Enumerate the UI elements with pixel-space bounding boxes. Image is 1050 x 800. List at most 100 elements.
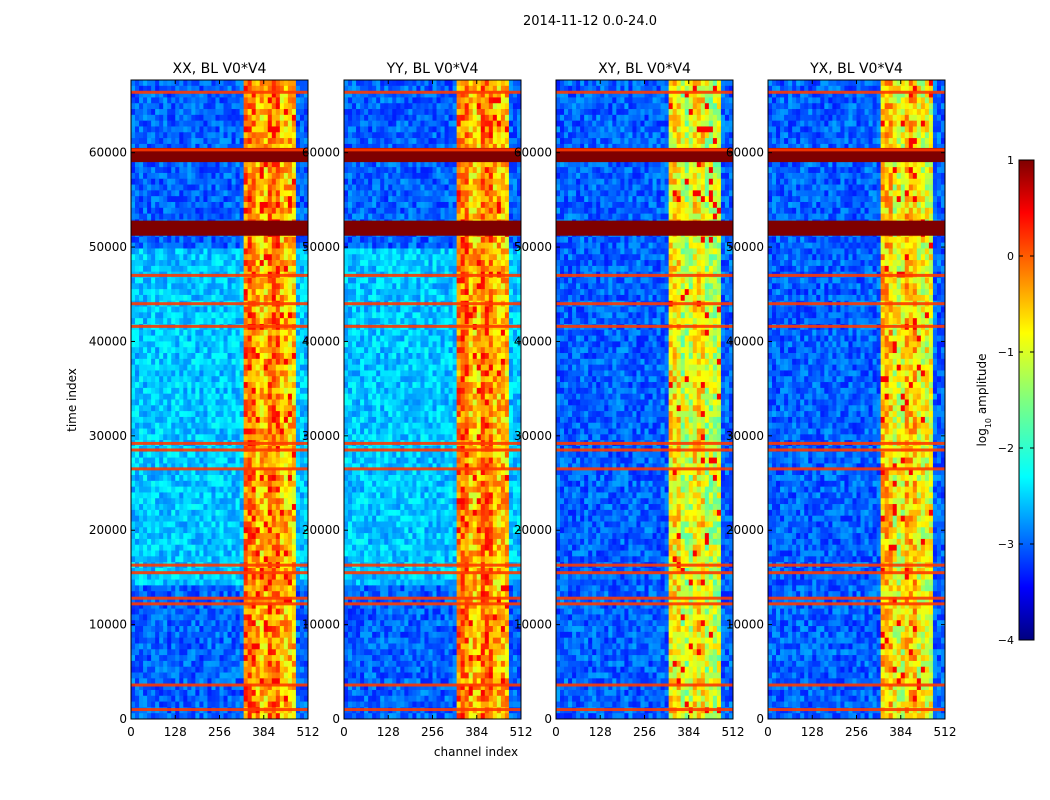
heatmap-cell [183, 265, 188, 273]
heatmap-cell [135, 597, 140, 604]
heatmap-cell [195, 143, 200, 151]
heatmap-cell [259, 626, 265, 633]
heatmap-cell [199, 411, 204, 418]
heatmap-cell [151, 312, 156, 319]
heatmap-cell [283, 97, 289, 104]
heatmap-cell [167, 109, 172, 116]
heatmap-cell [195, 643, 200, 650]
heatmap-cell [183, 463, 188, 470]
heatmap-cell [159, 196, 164, 203]
heatmap-cell [131, 97, 136, 104]
x-tick-label: 256 [208, 725, 231, 739]
heatmap-cell [267, 620, 273, 627]
heatmap-cell [227, 254, 232, 261]
heatmap-cell [235, 376, 241, 383]
heatmap-cell [195, 538, 200, 546]
heatmap-cell [239, 103, 245, 110]
panel-title: XX, BL V0*V4 [173, 61, 267, 77]
heatmap-cell [267, 631, 273, 639]
heatmap-cell [215, 85, 220, 93]
heatmap-cell [183, 80, 188, 87]
heatmap-cell [211, 213, 216, 220]
heatmap-cell [187, 416, 192, 424]
heatmap-cell [239, 591, 245, 598]
heatmap-cell [247, 143, 253, 151]
heatmap-cell [179, 637, 184, 644]
heatmap-cell [287, 509, 293, 517]
heatmap-cell [191, 85, 196, 93]
heatmap-cell [279, 416, 285, 424]
heatmap-cell [171, 341, 176, 348]
heatmap-cell [255, 457, 261, 464]
heatmap-cell [151, 335, 156, 342]
heatmap-cell [271, 416, 277, 424]
heatmap-cell [183, 620, 188, 627]
heatmap-cell [143, 294, 148, 302]
heatmap-cell [131, 451, 136, 458]
heatmap-cell [279, 649, 285, 656]
heatmap-cell [187, 91, 192, 98]
heatmap-cell [275, 91, 281, 98]
heatmap-cell [219, 695, 224, 702]
heatmap-cell [263, 660, 269, 668]
heatmap-cell [263, 498, 269, 505]
heatmap-cell [255, 416, 261, 424]
heatmap-cell [279, 120, 285, 127]
heatmap-cell [251, 201, 257, 209]
heatmap-cell [255, 463, 261, 470]
heatmap-cell [271, 318, 277, 325]
heatmap-cell [287, 469, 293, 476]
heatmap-cell [283, 364, 289, 371]
heatmap-cell [287, 672, 293, 679]
heatmap-cell [167, 579, 172, 586]
heatmap-cell [215, 544, 220, 551]
heatmap-cell [227, 475, 232, 482]
heatmap-cell [211, 672, 216, 679]
heatmap-cell [131, 184, 136, 191]
heatmap-cell [167, 550, 172, 557]
heatmap-cell [303, 312, 309, 319]
heatmap-cell [215, 504, 220, 511]
heatmap-cell [219, 637, 224, 644]
heatmap-cell [295, 492, 301, 499]
heatmap-cell [255, 364, 261, 371]
heatmap-cell [279, 306, 285, 313]
heatmap-cell [263, 260, 269, 267]
heatmap-cell [255, 527, 261, 534]
heatmap-cell [163, 91, 168, 98]
heatmap-cell [259, 277, 265, 284]
heatmap-cell [287, 364, 293, 371]
heatmap-cell [243, 190, 249, 197]
heatmap-cell [215, 422, 220, 429]
heatmap-cell [151, 684, 156, 691]
heatmap-cell [239, 167, 245, 174]
heatmap-cell [303, 109, 309, 116]
heatmap-cell [223, 649, 228, 656]
heatmap-cell [239, 626, 245, 633]
heatmap-cell [480, 85, 486, 93]
heatmap-cell [159, 190, 164, 197]
heatmap-cell [147, 126, 152, 133]
heatmap-cell [303, 85, 309, 93]
heatmap-cell [239, 521, 245, 528]
heatmap-cell [247, 457, 253, 464]
heatmap-cell [219, 172, 224, 180]
y-tick-label: 40000 [89, 334, 127, 348]
heatmap-cell [259, 457, 265, 464]
heatmap-cell [267, 556, 273, 563]
heatmap-cell [139, 504, 144, 511]
heatmap-cell [239, 655, 245, 662]
heatmap-cell [211, 387, 216, 395]
heatmap-cell [215, 248, 220, 255]
heatmap-cell [207, 265, 212, 273]
heatmap-cell [135, 579, 140, 586]
heatmap-cell [251, 713, 257, 720]
heatmap-cell [151, 515, 156, 522]
heatmap-cell [223, 277, 228, 284]
heatmap-cell [207, 504, 212, 511]
heatmap-cell [203, 457, 208, 464]
heatmap-cell [183, 358, 188, 366]
heatmap-cell [163, 492, 168, 499]
heatmap-cell [275, 643, 281, 650]
heatmap-cell [203, 347, 208, 354]
